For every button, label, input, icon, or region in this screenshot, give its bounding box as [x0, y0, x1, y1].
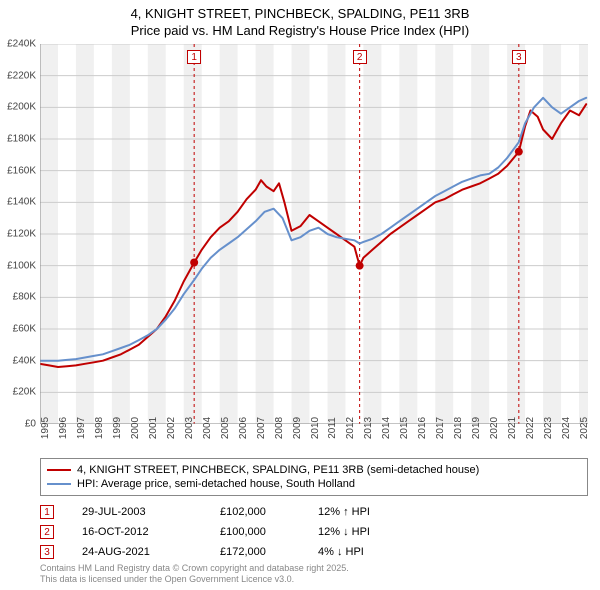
y-tick-label: £200K — [7, 102, 36, 113]
x-tick-label: 2012 — [345, 417, 356, 439]
x-tick-label: 2008 — [274, 417, 285, 439]
event-date-2: 24-AUG-2021 — [82, 546, 192, 558]
event-table: 1 29-JUL-2003 £102,000 12% ↑ HPI 2 16-OC… — [40, 502, 588, 562]
event-price-2: £172,000 — [220, 546, 290, 558]
x-tick-label: 2000 — [130, 417, 141, 439]
x-tick-label: 2016 — [417, 417, 428, 439]
y-tick-label: £240K — [7, 39, 36, 50]
x-tick-label: 2015 — [399, 417, 410, 439]
x-tick-label: 2024 — [561, 417, 572, 439]
y-tick-label: £160K — [7, 165, 36, 176]
x-tick-label: 2005 — [220, 417, 231, 439]
event-row-1: 2 16-OCT-2012 £100,000 12% ↓ HPI — [40, 522, 588, 542]
chart-marker-1: 1 — [187, 50, 201, 64]
x-tick-label: 1995 — [40, 417, 51, 439]
legend-label-1: HPI: Average price, semi-detached house,… — [77, 478, 355, 490]
x-tick-label: 2004 — [202, 417, 213, 439]
x-tick-label: 1999 — [112, 417, 123, 439]
x-tick-label: 2003 — [184, 417, 195, 439]
title-line-1: 4, KNIGHT STREET, PINCHBECK, SPALDING, P… — [0, 6, 600, 23]
y-tick-label: £180K — [7, 134, 36, 145]
x-axis-labels: 1995199619971998199920002001200220032004… — [40, 424, 588, 452]
footer: Contains HM Land Registry data © Crown c… — [40, 563, 349, 586]
title-line-2: Price paid vs. HM Land Registry's House … — [0, 23, 600, 40]
plot-svg — [40, 44, 588, 424]
event-date-1: 16-OCT-2012 — [82, 526, 192, 538]
event-box-0: 1 — [40, 505, 54, 519]
y-tick-label: £0 — [25, 419, 36, 430]
title-block: 4, KNIGHT STREET, PINCHBECK, SPALDING, P… — [0, 0, 600, 40]
y-tick-label: £140K — [7, 197, 36, 208]
x-tick-label: 1996 — [58, 417, 69, 439]
x-tick-label: 2022 — [525, 417, 536, 439]
y-tick-label: £60K — [13, 324, 36, 335]
x-tick-label: 2018 — [453, 417, 464, 439]
y-tick-label: £80K — [13, 292, 36, 303]
x-tick-label: 2023 — [543, 417, 554, 439]
legend-swatch-1 — [47, 483, 71, 485]
legend-row-0: 4, KNIGHT STREET, PINCHBECK, SPALDING, P… — [47, 463, 581, 477]
x-tick-label: 2025 — [579, 417, 590, 439]
y-tick-label: £120K — [7, 229, 36, 240]
y-tick-label: £40K — [13, 355, 36, 366]
x-tick-label: 2010 — [310, 417, 321, 439]
event-price-1: £100,000 — [220, 526, 290, 538]
x-tick-label: 2011 — [327, 417, 338, 439]
footer-line-1: Contains HM Land Registry data © Crown c… — [40, 563, 349, 575]
event-row-0: 1 29-JUL-2003 £102,000 12% ↑ HPI — [40, 502, 588, 522]
event-box-1: 2 — [40, 525, 54, 539]
event-hpi-1: 12% ↓ HPI — [318, 526, 428, 538]
x-tick-label: 2002 — [166, 417, 177, 439]
x-tick-label: 2019 — [471, 417, 482, 439]
event-row-2: 3 24-AUG-2021 £172,000 4% ↓ HPI — [40, 542, 588, 562]
y-tick-label: £100K — [7, 260, 36, 271]
event-box-2: 3 — [40, 545, 54, 559]
x-tick-label: 2014 — [381, 417, 392, 439]
x-tick-label: 2017 — [435, 417, 446, 439]
y-axis-labels: £0£20K£40K£60K£80K£100K£120K£140K£160K£1… — [0, 44, 38, 424]
chart-container: 4, KNIGHT STREET, PINCHBECK, SPALDING, P… — [0, 0, 600, 590]
legend-row-1: HPI: Average price, semi-detached house,… — [47, 477, 581, 491]
chart-marker-2: 2 — [353, 50, 367, 64]
chart-area: £0£20K£40K£60K£80K£100K£120K£140K£160K£1… — [40, 44, 588, 424]
event-hpi-0: 12% ↑ HPI — [318, 506, 428, 518]
x-tick-label: 2020 — [489, 417, 500, 439]
x-tick-label: 2021 — [507, 417, 518, 439]
y-tick-label: £20K — [13, 387, 36, 398]
x-tick-label: 2007 — [256, 417, 267, 439]
x-tick-label: 1998 — [94, 417, 105, 439]
x-tick-label: 2001 — [148, 417, 159, 439]
x-tick-label: 2006 — [238, 417, 249, 439]
event-date-0: 29-JUL-2003 — [82, 506, 192, 518]
x-tick-label: 2013 — [363, 417, 374, 439]
footer-line-2: This data is licensed under the Open Gov… — [40, 574, 349, 586]
x-tick-label: 1997 — [76, 417, 87, 439]
event-hpi-2: 4% ↓ HPI — [318, 546, 428, 558]
legend: 4, KNIGHT STREET, PINCHBECK, SPALDING, P… — [40, 458, 588, 496]
y-tick-label: £220K — [7, 70, 36, 81]
legend-label-0: 4, KNIGHT STREET, PINCHBECK, SPALDING, P… — [77, 464, 479, 476]
x-tick-label: 2009 — [292, 417, 303, 439]
chart-marker-3: 3 — [512, 50, 526, 64]
legend-swatch-0 — [47, 469, 71, 471]
event-price-0: £102,000 — [220, 506, 290, 518]
